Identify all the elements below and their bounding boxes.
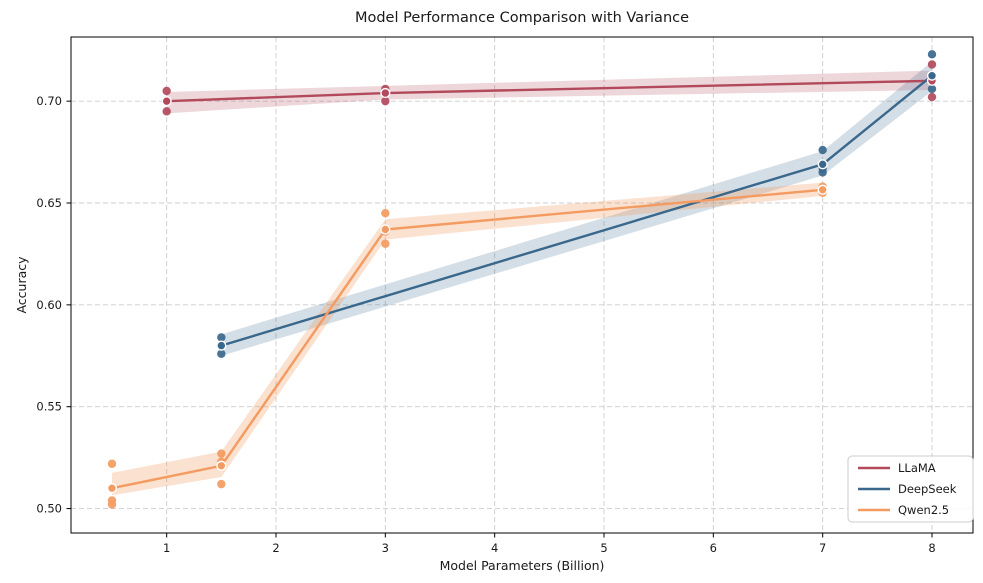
x-tick-label: 6 [710, 541, 717, 555]
data-point-deepseek [927, 84, 937, 94]
chart-title: Model Performance Comparison with Varian… [355, 10, 689, 26]
legend-item-llama: LLaMA [858, 461, 936, 475]
data-point-qwen2.5 [217, 479, 226, 489]
legend-label: DeepSeek [898, 482, 957, 496]
y-tick-label: 0.70 [36, 94, 62, 108]
data-point-qwen2.5 [217, 449, 226, 458]
y-axis-label: Accuracy [14, 256, 29, 314]
x-axis-label: Model Parameters (Billion) [440, 558, 605, 573]
mean-marker-deepseek [926, 70, 938, 81]
mean-marker-deepseek [216, 340, 227, 351]
grid-layer [71, 37, 973, 533]
y-tick-label: 0.65 [36, 196, 62, 210]
data-point-deepseek [818, 168, 827, 177]
mean-marker-llama [161, 96, 172, 107]
mean-marker-qwen2.5 [817, 184, 828, 195]
y-tick-label: 0.50 [36, 502, 62, 516]
data-point-qwen2.5 [381, 239, 390, 248]
data-point-qwen2.5 [381, 208, 390, 218]
data-point-llama [381, 96, 390, 106]
tick-layer: 1 2 3 4 5 6 7 8 0.50 0.55 0.60 0.65 0.70 [36, 94, 935, 555]
data-point-deepseek [217, 333, 226, 342]
line-layer [110, 74, 934, 490]
legend-box [847, 455, 974, 523]
data-point-deepseek [818, 145, 827, 155]
axes-frame [70, 36, 974, 534]
y-tick-label: 0.55 [36, 400, 62, 414]
legend-item-deepseek: DeepSeek [858, 482, 957, 496]
data-point-llama [927, 92, 937, 102]
x-tick-label: 7 [819, 541, 826, 555]
legend: LLaMA DeepSeek Qwen2.5 [847, 455, 974, 523]
x-tick-label: 8 [928, 541, 935, 555]
x-tick-label: 5 [600, 541, 607, 555]
x-tick-label: 2 [272, 541, 279, 555]
x-tick-label: 4 [491, 541, 498, 555]
band-layer [112, 61, 933, 496]
legend-label: Qwen2.5 [898, 503, 949, 517]
data-point-qwen2.5 [107, 459, 117, 468]
y-tick-label: 0.60 [36, 298, 62, 312]
confidence-band-deepseek [221, 61, 933, 356]
data-point-deepseek [927, 50, 937, 59]
x-tick-label: 3 [382, 541, 389, 555]
data-point-qwen2.5 [107, 500, 117, 509]
data-point-llama [162, 107, 171, 116]
data-point-deepseek [217, 349, 226, 358]
mean-marker-qwen2.5 [216, 460, 227, 471]
confidence-band-qwen2.5 [112, 182, 823, 496]
legend-label: LLaMA [898, 461, 936, 475]
mean-marker-llama [380, 87, 391, 99]
data-point-llama [162, 86, 171, 96]
legend-item-qwen2.5: Qwen2.5 [858, 503, 949, 517]
series-line-qwen2.5 [110, 188, 824, 490]
mean-marker-deepseek [817, 159, 828, 170]
x-tick-label: 1 [163, 541, 170, 555]
confidence-band-llama [166, 70, 932, 114]
mean-marker-qwen2.5 [380, 224, 391, 235]
data-point-llama [927, 60, 937, 69]
marker-layer [106, 70, 938, 494]
mean-marker-qwen2.5 [106, 483, 118, 494]
